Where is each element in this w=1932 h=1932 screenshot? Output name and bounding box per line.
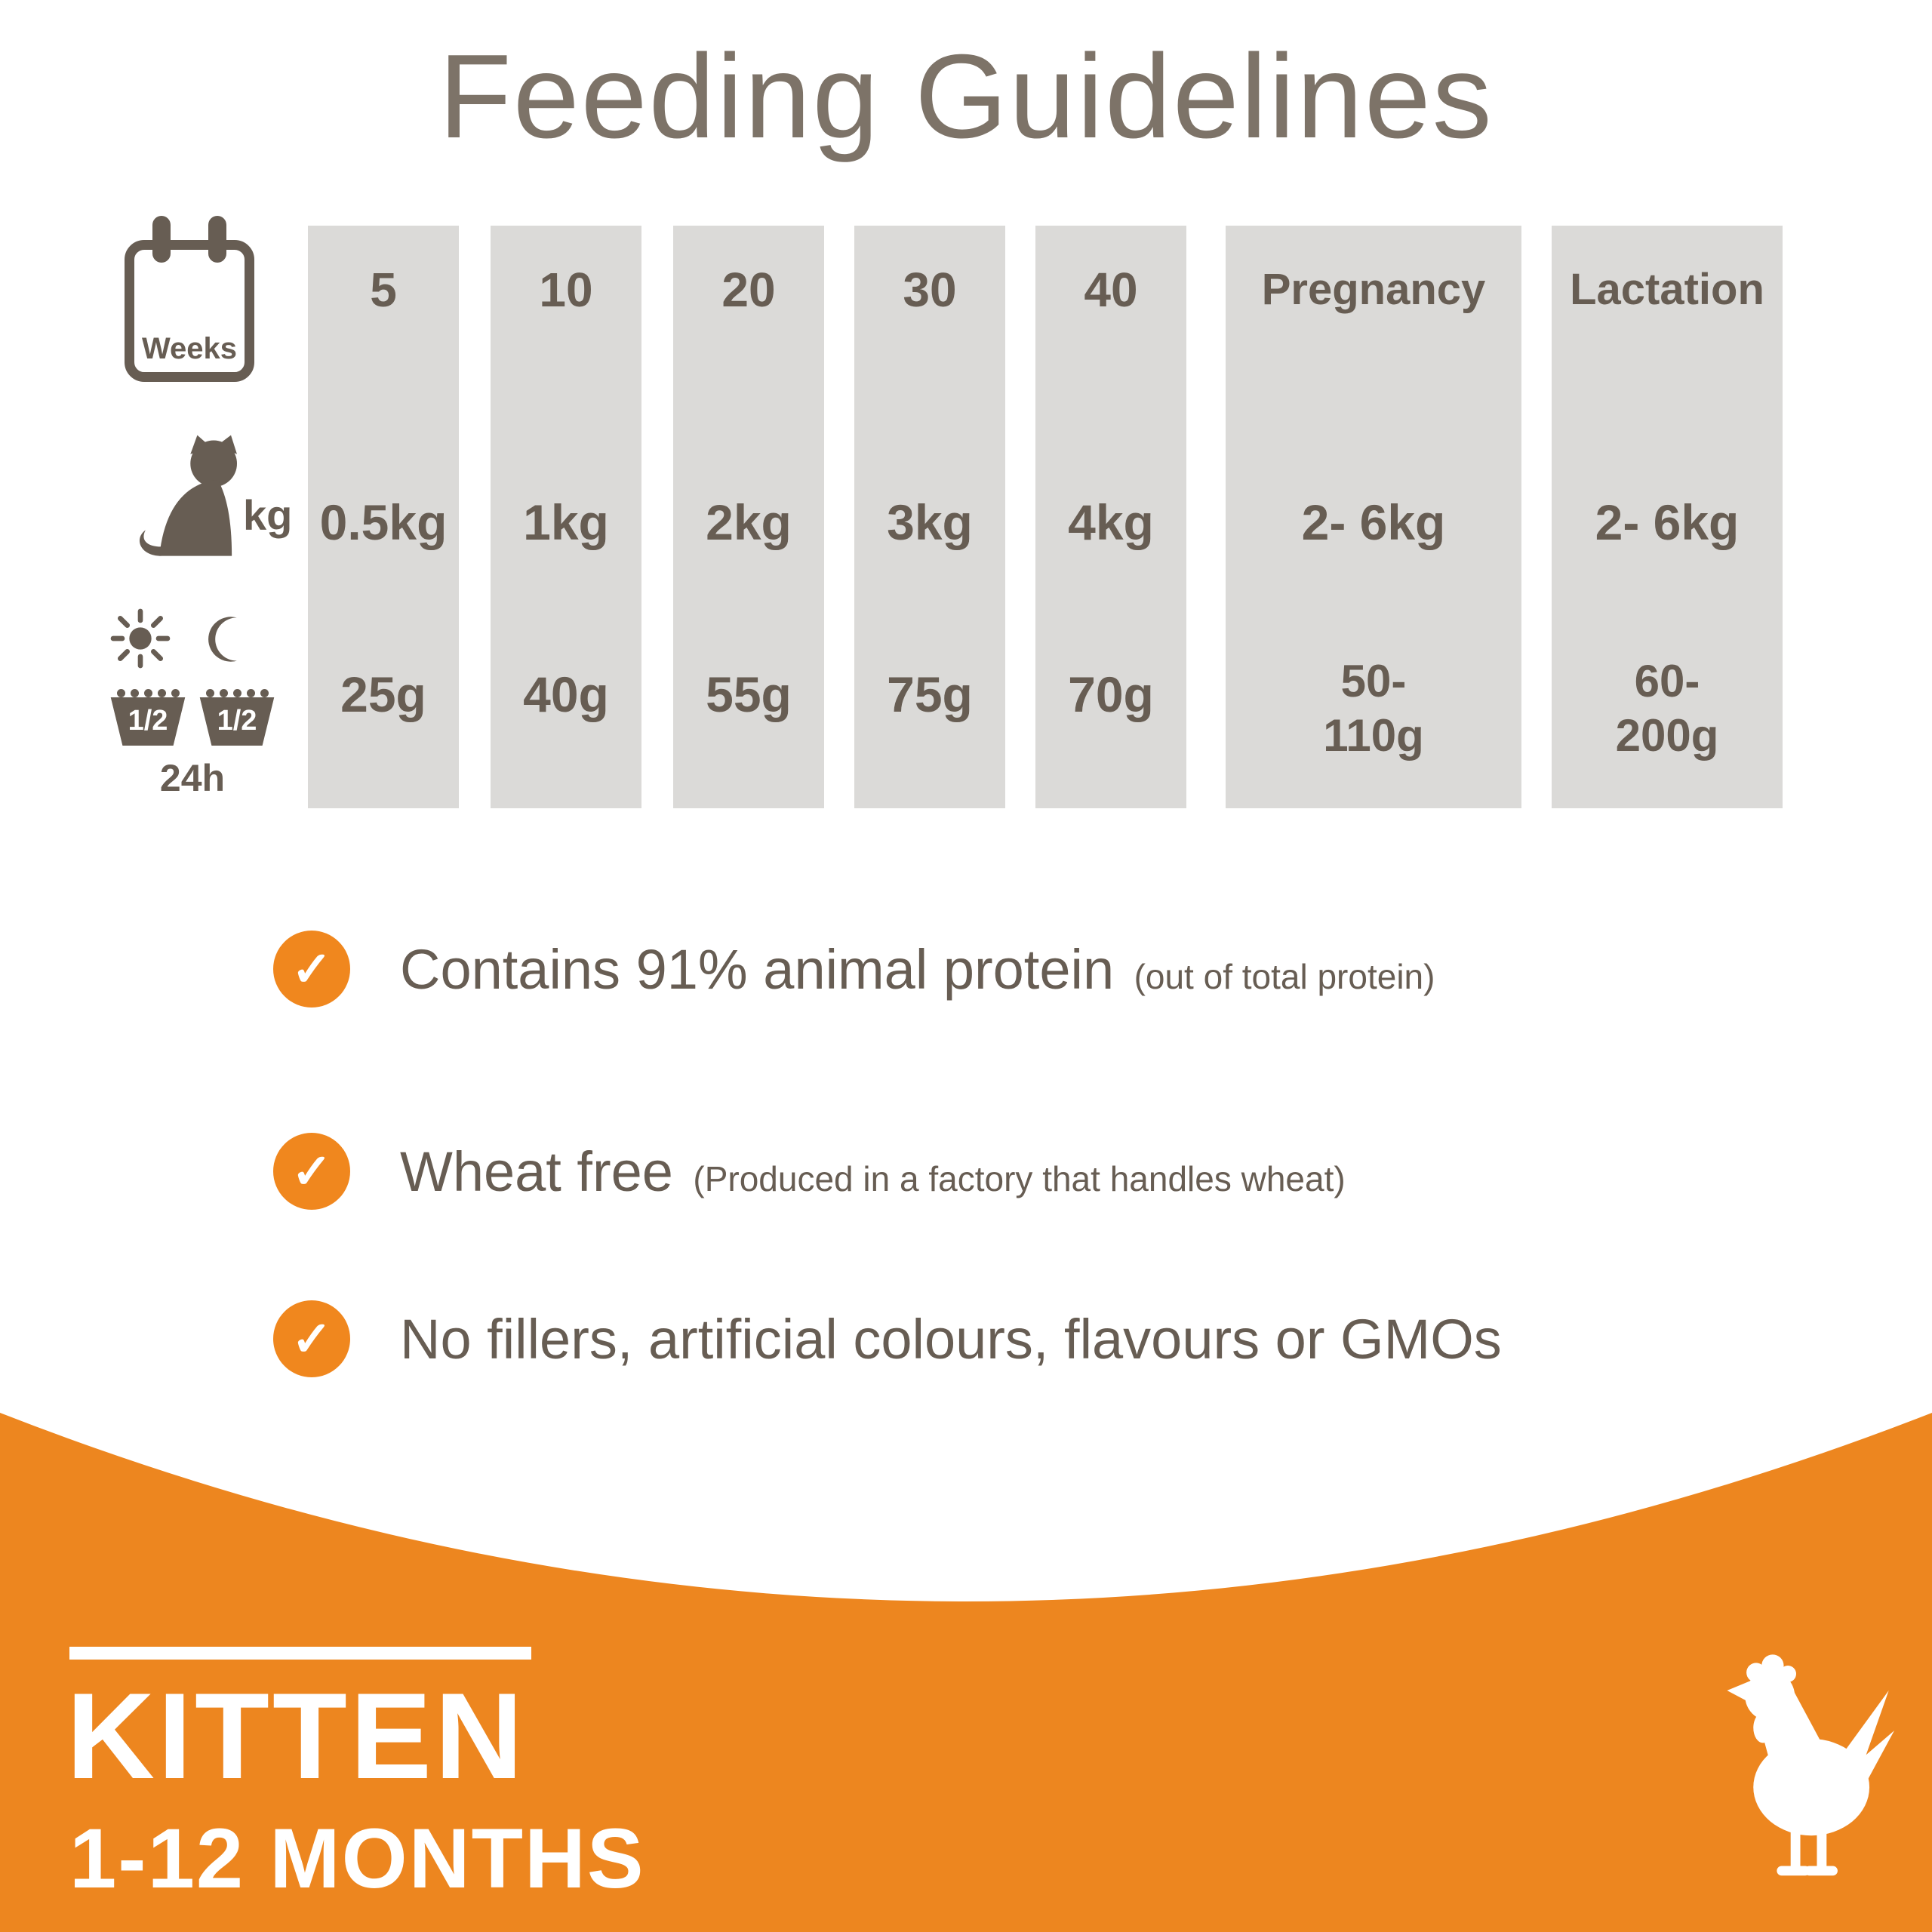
amount-value: 70g [1068, 666, 1154, 722]
amount-value: 40g [523, 666, 609, 722]
food-bowl-night: 1/2 [195, 678, 279, 746]
product-name: KITTEN [66, 1668, 526, 1804]
week-value: 10 [539, 263, 593, 317]
weight-value: 0.5kg [319, 494, 448, 550]
orange-footer-band [0, 1413, 1932, 1932]
amount-value: 55g [706, 666, 792, 722]
orange-curve [0, 1413, 1932, 1932]
per-day-label: 24h [159, 757, 226, 799]
table-column-pregnancy: Pregnancy 2- 6kg 50- 110g [1226, 226, 1521, 808]
bullet-wheat-free: ✓ Wheat free (Produced in a factory that… [273, 1132, 1346, 1211]
table-column-lactation: Lactation 2- 6kg 60- 200g [1552, 226, 1783, 808]
weight-value: 3kg [887, 494, 973, 550]
table-column-week-20: 20 2kg 55g [673, 226, 824, 808]
table-column-week-40: 40 4kg 70g [1035, 226, 1186, 808]
calendar-ring-icon [208, 216, 226, 263]
amount-value: 25g [340, 666, 426, 722]
checkmark-glyph: ✓ [291, 941, 332, 996]
food-bowl-icon: 1/2 [110, 697, 186, 746]
bullet-main-text: Contains 91% animal protein [400, 937, 1115, 1001]
table-column-week-30: 30 3kg 75g [854, 226, 1005, 808]
week-value: Pregnancy [1261, 265, 1486, 314]
weight-value: 4kg [1068, 494, 1154, 550]
amount-value: 75g [887, 666, 973, 722]
weight-value: 2- 6kg [1595, 494, 1740, 550]
amount-value: 60- 200g [1615, 656, 1719, 761]
checkmark-glyph: ✓ [291, 1143, 332, 1198]
page-title: Feeding Guidelines [438, 30, 1494, 163]
week-value: 5 [370, 263, 397, 317]
calendar-ring-icon [152, 216, 171, 263]
sun-icon [110, 608, 171, 669]
bullet-note-text: (Produced in a factory that handles whea… [693, 1158, 1346, 1198]
week-value: Lactation [1570, 265, 1764, 314]
bullet-no-fillers: ✓ No fillers, artificial colours, flavou… [273, 1300, 1518, 1378]
moon-icon [208, 617, 237, 662]
checkmark-icon: ✓ [273, 1300, 350, 1377]
checkmark-icon: ✓ [273, 931, 350, 1008]
age-range: 1-12 MONTHS [69, 1811, 645, 1906]
weight-value: 2- 6kg [1301, 494, 1446, 550]
food-bowl-day: 1/2 [106, 678, 190, 746]
week-value: 20 [721, 263, 776, 317]
calendar-icon: Weeks [125, 216, 254, 382]
weight-value: 1kg [523, 494, 609, 550]
weeks-row-label: Weeks [141, 332, 237, 365]
checkmark-icon: ✓ [273, 1133, 350, 1210]
weight-row-label: kg [243, 491, 293, 539]
bullet-text: No fillers, artificial colours, flavours… [400, 1307, 1518, 1371]
week-value: 40 [1084, 263, 1138, 317]
footer-divider-line [69, 1647, 531, 1660]
checkmark-glyph: ✓ [291, 1311, 332, 1366]
bullet-note-text: (out of total protein) [1134, 956, 1435, 996]
table-column-week-10: 10 1kg 40g [491, 226, 641, 808]
bullet-text: Wheat free (Produced in a factory that h… [400, 1140, 1346, 1204]
kibble-dots [195, 678, 279, 697]
kibble-dots [106, 678, 190, 697]
weight-value: 2kg [706, 494, 792, 550]
food-bowl-icon: 1/2 [199, 697, 275, 746]
cat-icon [139, 435, 237, 556]
bullet-animal-protein: ✓ Contains 91% animal protein (out of to… [273, 930, 1435, 1008]
table-column-week-5: 5 0.5kg 25g [308, 226, 459, 808]
amount-value: 50- 110g [1323, 656, 1424, 761]
bullet-main-text: No fillers, artificial colours, flavours… [400, 1307, 1502, 1371]
week-value: 30 [903, 263, 957, 317]
bullet-text: Contains 91% animal protein (out of tota… [400, 937, 1435, 1001]
chicken-icon [1727, 1654, 1894, 1876]
bullet-main-text: Wheat free [400, 1140, 673, 1203]
